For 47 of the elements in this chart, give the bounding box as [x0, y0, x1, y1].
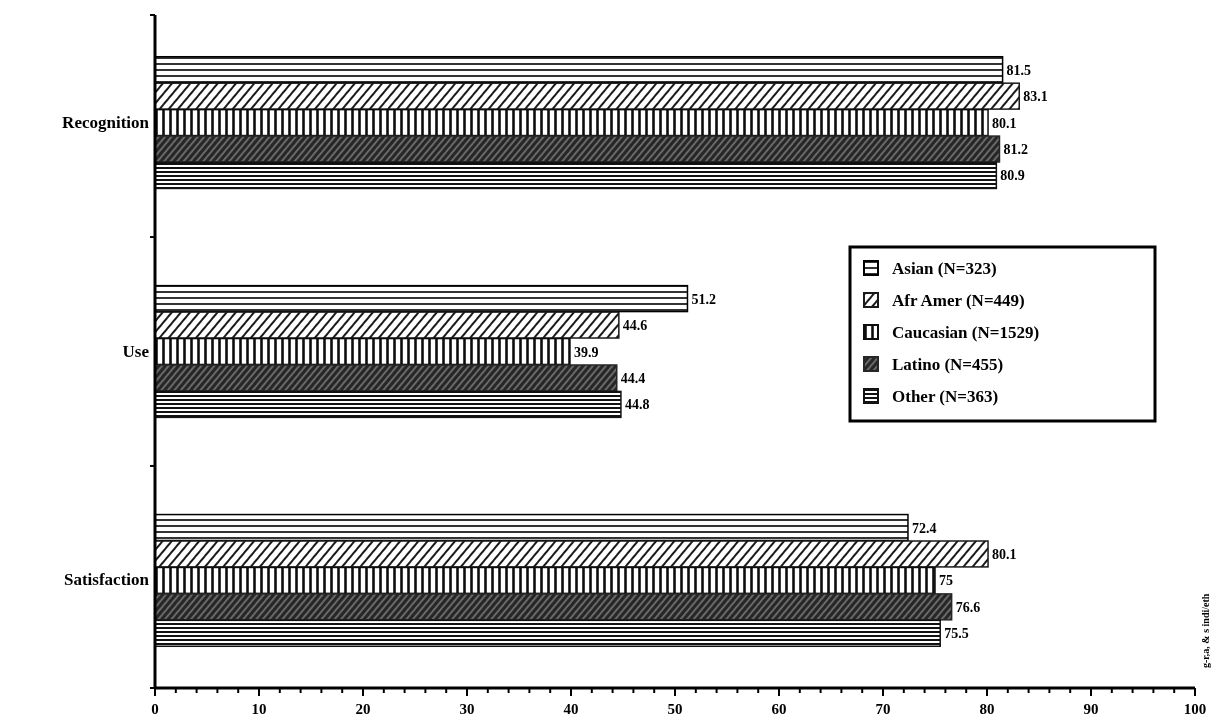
data-label: 44.8 — [624, 397, 650, 413]
x-tick-label: 70 — [875, 701, 891, 717]
data-label: 80.9 — [1000, 168, 1025, 184]
legend-label: Caucasian (N=1529) — [892, 323, 1040, 342]
legend-label: Other (N=363) — [892, 387, 999, 406]
x-tick-label: 90 — [1083, 701, 1099, 717]
legend-label: Asian (N=323) — [892, 259, 997, 278]
data-label: 80.1 — [992, 115, 1017, 131]
legend-label: Latino (N=455) — [892, 355, 1004, 374]
bar — [154, 566, 936, 595]
bar — [154, 161, 998, 190]
text: g-r,a, & s indi/eth — [1200, 593, 1211, 668]
bar — [154, 311, 620, 339]
bar — [154, 364, 618, 392]
bar — [154, 135, 1001, 163]
bar — [154, 390, 622, 419]
x-tick-label: 20 — [355, 701, 371, 717]
data-label: 83.1 — [1023, 89, 1048, 105]
data-label: 44.4 — [620, 370, 646, 386]
data-label: 76.6 — [955, 599, 981, 615]
y-tick-label: Use — [122, 341, 150, 361]
x-tick-label: 0 — [151, 701, 159, 717]
bar — [154, 593, 953, 621]
data-label: 81.2 — [1003, 142, 1028, 158]
data-label: 75 — [939, 573, 953, 589]
bar — [154, 619, 941, 648]
x-tick-label: 40 — [563, 701, 579, 717]
y-tick-label: Recognition — [62, 112, 150, 132]
data-label: 80.1 — [992, 546, 1017, 562]
bar — [154, 82, 1020, 110]
data-label: 81.5 — [1006, 62, 1032, 78]
bar — [154, 108, 989, 137]
bar — [154, 540, 989, 568]
x-tick-label: 60 — [771, 701, 787, 717]
x-tick-label: 50 — [667, 701, 683, 717]
data-label: 39.9 — [573, 344, 599, 360]
data-label: 75.5 — [944, 626, 969, 642]
x-tick-label: 30 — [459, 701, 475, 717]
y-tick-label: Satisfaction — [64, 570, 150, 590]
x-tick-label: 10 — [251, 701, 267, 717]
legend-label: Afr Amer (N=449) — [892, 291, 1025, 310]
data-label: 72.4 — [911, 520, 937, 536]
x-tick-label: 80 — [979, 701, 995, 717]
data-label: 51.2 — [691, 291, 716, 307]
bar — [154, 337, 571, 366]
x-tick-label: 100 — [1183, 701, 1207, 717]
data-label: 44.6 — [622, 318, 648, 334]
